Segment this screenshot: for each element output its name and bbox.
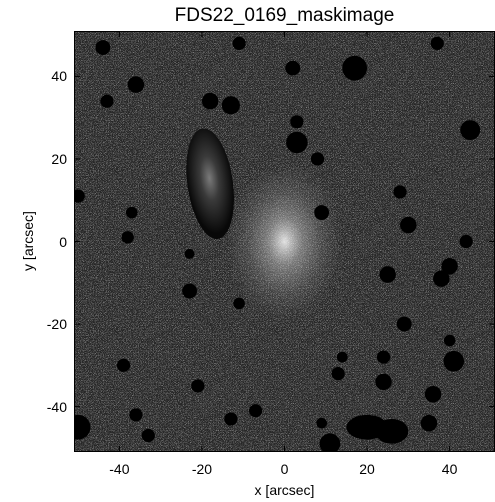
masked-source <box>182 283 197 299</box>
masked-source <box>420 414 438 432</box>
masked-source <box>379 266 396 283</box>
masked-source <box>430 36 444 50</box>
masked-source <box>129 408 143 422</box>
y-tick-label: 0 <box>59 233 67 250</box>
masked-source <box>459 234 473 249</box>
y-tick-label: -40 <box>46 398 67 415</box>
masked-source-blend <box>375 418 409 444</box>
masked-source <box>285 60 301 76</box>
plot-title: FDS22_0169_maskimage <box>174 5 395 26</box>
masked-source <box>141 428 155 443</box>
masked-source <box>316 417 328 429</box>
masked-source <box>233 297 245 310</box>
masked-source <box>314 205 330 221</box>
masked-source <box>441 258 458 275</box>
masked-source <box>100 94 114 108</box>
masked-source <box>290 115 304 129</box>
y-tick-label: 40 <box>51 68 67 85</box>
masked-source <box>74 189 85 203</box>
x-tick-label: 0 <box>280 461 289 477</box>
masked-source <box>460 120 481 140</box>
masked-source <box>126 206 138 219</box>
masked-source <box>127 76 145 93</box>
masked-source <box>331 366 345 381</box>
masked-source <box>201 92 219 110</box>
image-panel <box>74 31 495 452</box>
masked-source <box>443 334 456 347</box>
masked-source <box>443 350 465 372</box>
masked-source <box>393 185 407 199</box>
bright-source-mask <box>186 128 234 239</box>
masked-source <box>342 55 368 81</box>
masked-source <box>184 248 195 259</box>
x-tick-label: 40 <box>441 461 458 477</box>
masked-source <box>221 96 240 115</box>
x-tick-label: -20 <box>191 461 213 477</box>
masked-image-plot <box>74 31 495 452</box>
masked-source <box>249 404 263 418</box>
masked-source <box>433 270 450 287</box>
central-galaxy <box>226 163 343 320</box>
masked-source <box>95 40 111 55</box>
masked-source <box>121 231 134 244</box>
masked-source <box>424 385 442 403</box>
x-tick-label: -40 <box>109 461 130 477</box>
masked-source <box>286 131 308 154</box>
masked-source <box>224 412 238 426</box>
y-tick-label: 20 <box>51 150 67 167</box>
y-axis-label: y [arcsec] <box>20 211 36 271</box>
masked-source <box>310 152 325 166</box>
masked-source <box>191 379 205 393</box>
masked-source <box>319 433 341 452</box>
masked-source <box>232 36 246 50</box>
masked-source <box>396 316 412 332</box>
masked-source <box>375 373 392 391</box>
x-axis-label: x [arcsec] <box>254 482 315 498</box>
masked-source <box>376 350 391 364</box>
y-tick-label: -20 <box>46 316 67 333</box>
masked-source <box>116 358 131 372</box>
x-tick-label: 20 <box>359 461 375 477</box>
masked-source <box>400 216 417 234</box>
masked-source <box>336 351 348 363</box>
masked-source <box>74 414 91 440</box>
